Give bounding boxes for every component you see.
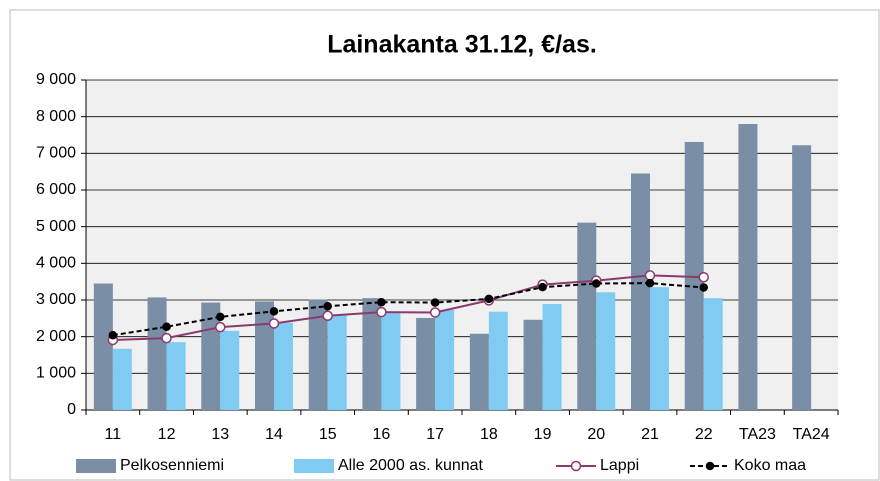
y-tick-label: 6 000 <box>36 181 76 198</box>
bar <box>435 309 455 410</box>
bar <box>93 283 113 410</box>
bar <box>308 299 328 410</box>
bar <box>738 124 758 410</box>
x-tick-label: 20 <box>587 426 605 443</box>
x-tick-label: 22 <box>695 426 713 443</box>
y-tick-label: 0 <box>67 401 76 418</box>
marker <box>323 301 332 311</box>
bar <box>577 222 597 410</box>
bar <box>596 292 616 410</box>
bar <box>469 333 489 410</box>
marker <box>162 322 171 332</box>
marker <box>322 310 333 322</box>
y-tick-label: 4 000 <box>36 255 76 272</box>
bar <box>523 319 543 410</box>
marker <box>161 332 172 344</box>
line <box>112 282 704 337</box>
legend-marker <box>570 460 582 472</box>
bar <box>416 317 436 410</box>
marker <box>108 330 118 340</box>
legend-swatch <box>76 459 116 473</box>
marker <box>644 270 656 281</box>
bar <box>327 315 347 410</box>
x-tick-label: 17 <box>426 426 444 443</box>
bar <box>631 173 650 410</box>
bar <box>542 304 562 410</box>
bar <box>220 330 240 410</box>
bar <box>147 297 167 410</box>
y-tick-label: 9 000 <box>36 71 76 88</box>
marker <box>268 318 280 329</box>
y-tick-label: 7 000 <box>36 145 76 162</box>
bar <box>166 342 186 410</box>
marker <box>216 312 225 322</box>
marker <box>377 297 386 307</box>
legend-marker <box>705 461 715 471</box>
legend-label: Pelkosenniemi <box>120 457 224 474</box>
x-tick-label: 15 <box>319 426 337 443</box>
y-tick-label: 3 000 <box>36 291 76 308</box>
x-tick-label: 14 <box>265 426 283 443</box>
frame <box>9 9 880 481</box>
line <box>112 274 704 341</box>
bar <box>255 301 274 410</box>
marker <box>215 321 226 333</box>
bar <box>381 312 401 410</box>
legend-label: Lappi <box>600 457 639 474</box>
marker <box>429 307 441 318</box>
marker <box>592 279 601 288</box>
bar <box>274 322 293 410</box>
x-tick-label: 21 <box>641 426 659 443</box>
x-tick-label: TA23 <box>739 426 776 443</box>
legend-label: Alle 2000 as. kunnat <box>338 457 484 474</box>
plot-area <box>86 80 838 410</box>
x-tick-label: 16 <box>373 426 391 443</box>
bar <box>362 298 382 410</box>
bar <box>112 348 132 410</box>
chart-title: Lainakanta 31.12, €/as. <box>327 31 597 59</box>
x-tick-label: 12 <box>158 426 176 443</box>
marker <box>269 307 279 316</box>
marker <box>538 282 547 292</box>
y-tick-label: 2 000 <box>36 328 76 345</box>
bar <box>488 311 508 410</box>
marker <box>484 294 494 304</box>
x-tick-label: 13 <box>211 426 229 443</box>
legend-label: Koko maa <box>734 457 806 474</box>
x-tick-label: TA24 <box>793 426 830 443</box>
marker <box>645 278 655 288</box>
y-tick-label: 1 000 <box>36 365 76 382</box>
legend-swatch <box>294 459 334 473</box>
marker <box>698 272 709 283</box>
bar <box>703 298 723 410</box>
y-tick-label: 5 000 <box>36 218 76 235</box>
x-tick-label: 18 <box>480 426 498 443</box>
x-tick-label: 19 <box>534 426 552 443</box>
bar <box>650 287 669 410</box>
marker <box>699 283 708 292</box>
marker <box>430 298 440 307</box>
y-tick-label: 8 000 <box>36 108 76 125</box>
x-tick-label: 11 <box>105 426 122 443</box>
marker <box>376 306 387 318</box>
bar <box>792 145 812 410</box>
